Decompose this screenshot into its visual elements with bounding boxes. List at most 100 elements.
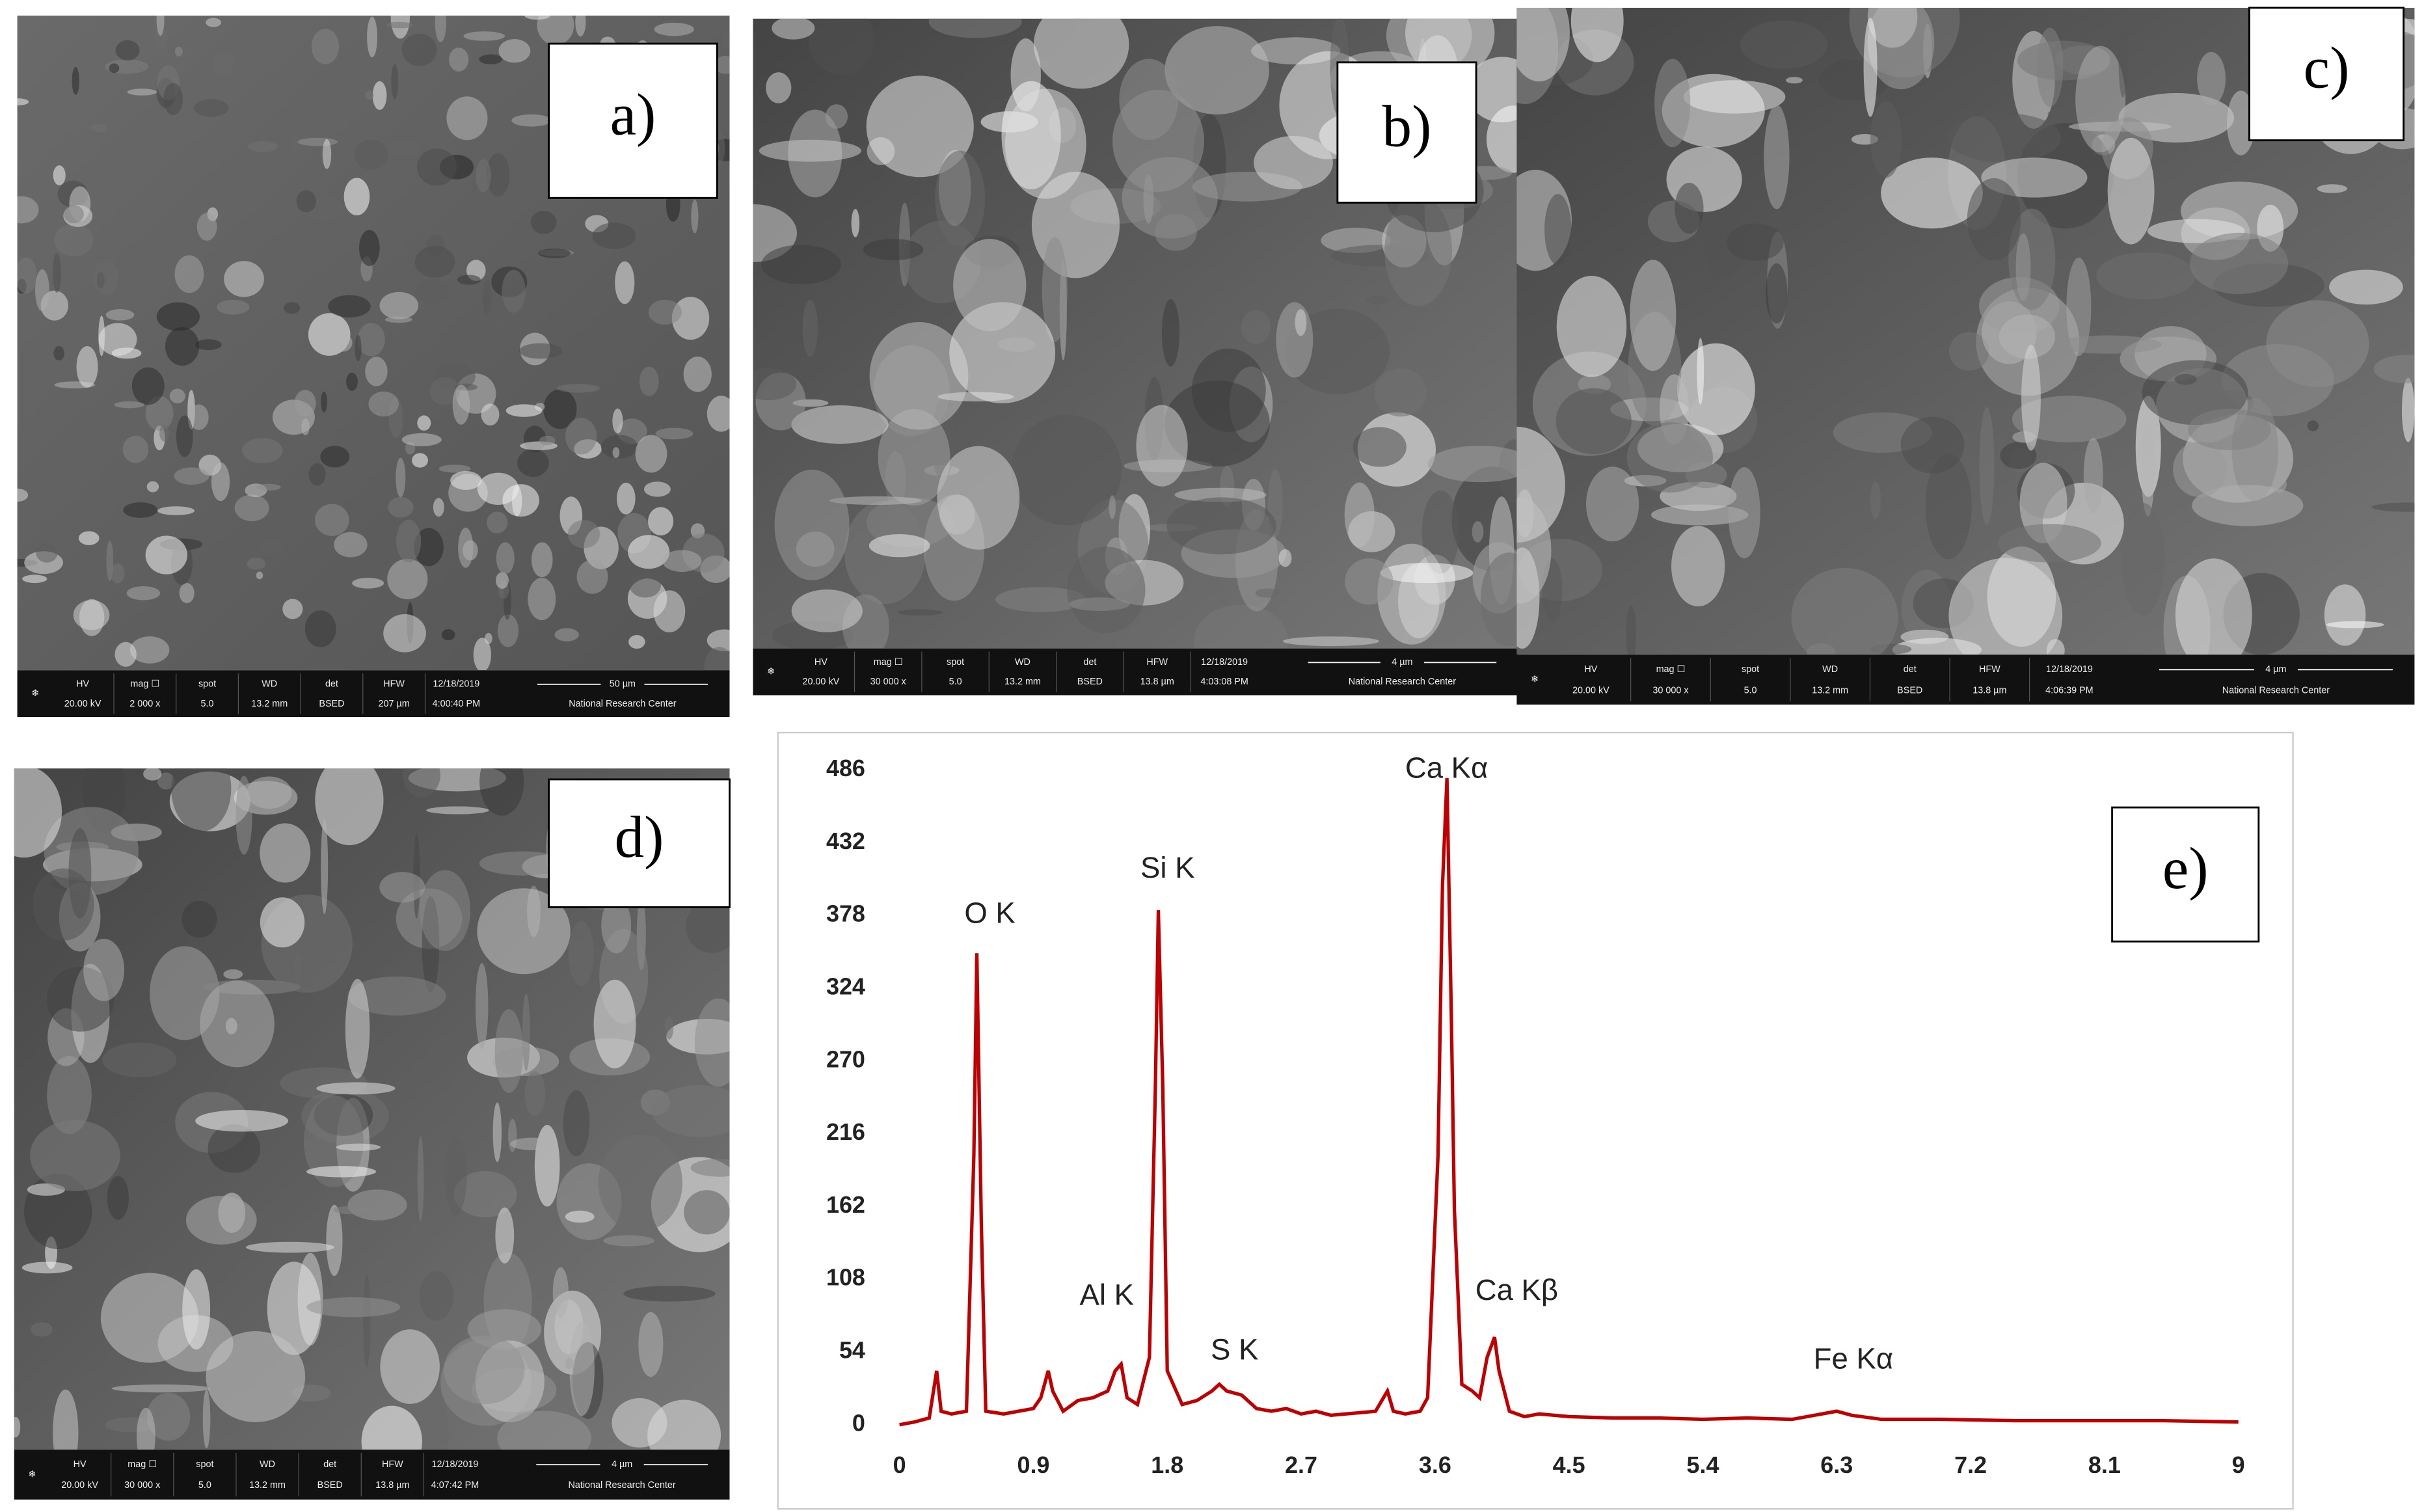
particle — [213, 52, 234, 75]
info-value: 13.2 mm — [1004, 677, 1041, 687]
particle — [648, 507, 674, 535]
particle — [343, 178, 370, 216]
particle — [14, 768, 62, 858]
particle — [1727, 223, 1784, 262]
particle — [267, 1262, 321, 1355]
x-tick-label: 3.6 — [1419, 1451, 1451, 1478]
particle — [322, 139, 332, 169]
particle — [665, 1016, 674, 1040]
particle — [643, 481, 671, 497]
sem-image — [1516, 7, 2415, 655]
info-value: BSED — [317, 1480, 343, 1491]
particle — [2272, 474, 2287, 493]
info-value: BSED — [319, 699, 344, 709]
particle — [435, 15, 446, 42]
particle — [1374, 368, 1427, 417]
particle — [774, 469, 850, 581]
particle — [53, 345, 64, 361]
particle — [647, 1399, 721, 1450]
y-tick-label: 270 — [826, 1046, 865, 1072]
info-bar — [753, 648, 1518, 695]
particle — [496, 542, 515, 574]
particle — [1999, 314, 2056, 359]
info-bar — [1516, 655, 2415, 705]
particle — [22, 574, 47, 584]
particle — [2012, 396, 2127, 442]
particle — [1764, 104, 1790, 209]
particle — [314, 504, 349, 536]
info-header: WD — [1015, 657, 1030, 668]
panel-label: a) — [610, 82, 656, 148]
particle — [537, 15, 574, 46]
particle — [539, 435, 556, 446]
particle — [35, 269, 49, 312]
particle — [565, 1358, 574, 1370]
info-value: 4:03:08 PM — [1200, 677, 1248, 687]
particle — [260, 897, 305, 948]
particle — [444, 1137, 467, 1215]
particle — [1295, 309, 1307, 336]
particle — [419, 1271, 453, 1321]
particle — [17, 257, 37, 294]
particle — [321, 391, 327, 412]
particle — [417, 415, 431, 431]
particle — [185, 1196, 257, 1245]
particle — [283, 302, 301, 314]
particle — [556, 384, 600, 393]
x-tick-label: 6.3 — [1820, 1451, 1853, 1478]
particle — [707, 629, 730, 652]
particle — [416, 278, 448, 304]
info-value: 20.00 kV — [1572, 685, 1609, 695]
particle — [401, 33, 437, 66]
particle — [2317, 184, 2348, 193]
particle — [433, 498, 444, 517]
particle — [878, 409, 950, 506]
particle — [690, 1159, 730, 1177]
particle — [639, 366, 659, 396]
info-header: HFW — [382, 1459, 403, 1470]
info-value: 13.8 µm — [1140, 677, 1174, 687]
particle — [1042, 237, 1068, 342]
info-header: det — [323, 1459, 336, 1470]
particle — [64, 205, 84, 224]
particle — [1344, 482, 1375, 548]
peak-annotation: Fe Kα — [1814, 1342, 1893, 1375]
particle — [2329, 269, 2403, 305]
peak-annotation: Al K — [1080, 1278, 1134, 1311]
particle — [863, 239, 924, 261]
x-tick-label: 8.1 — [2088, 1451, 2121, 1478]
particle — [1487, 105, 1518, 173]
info-header: HV — [815, 657, 828, 668]
particle — [1948, 558, 2063, 655]
particle — [2266, 300, 2369, 387]
logo: ❄ — [1531, 674, 1539, 684]
particle — [1626, 422, 1713, 493]
particle — [127, 88, 157, 96]
particle — [612, 408, 623, 434]
particle — [1675, 182, 1704, 234]
particle — [79, 599, 105, 636]
particle — [530, 210, 557, 234]
particle — [510, 1137, 554, 1150]
particle — [171, 768, 232, 832]
info-header: HFW — [1146, 657, 1168, 668]
particle — [328, 295, 371, 318]
particle — [691, 199, 699, 234]
particle — [326, 1204, 343, 1276]
label-box — [1336, 61, 1477, 204]
particle — [1011, 414, 1122, 526]
particle — [143, 768, 162, 781]
particle — [416, 148, 457, 186]
particle — [1650, 504, 1749, 526]
particle — [628, 535, 670, 569]
info-value: 207 µm — [379, 699, 410, 709]
particle — [179, 583, 195, 604]
particle — [163, 83, 183, 115]
particle — [419, 870, 471, 951]
particle — [332, 333, 353, 352]
particle — [1276, 302, 1313, 378]
particle — [477, 888, 571, 975]
particle — [296, 190, 316, 213]
particle — [654, 22, 694, 36]
particle — [208, 1124, 261, 1173]
